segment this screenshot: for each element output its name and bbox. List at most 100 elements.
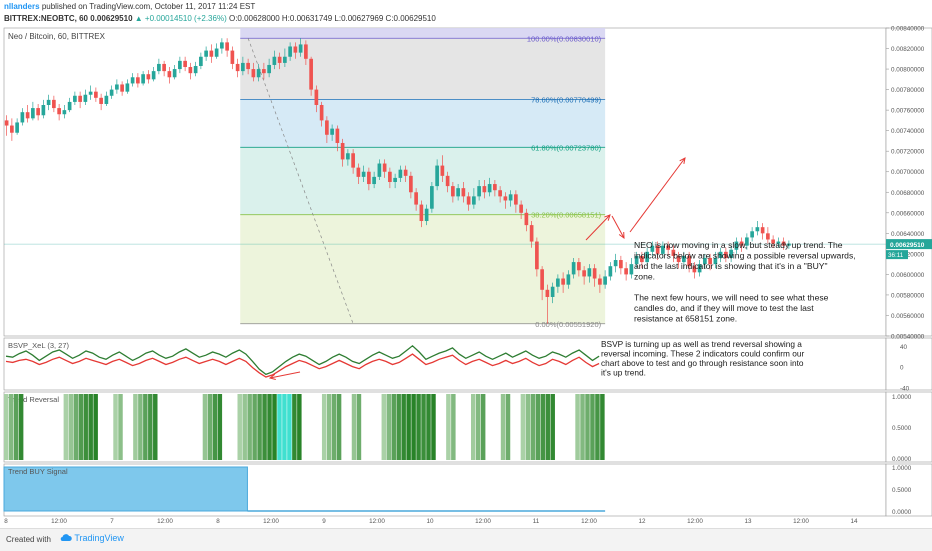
candle-body xyxy=(430,186,434,209)
candle-body xyxy=(241,62,245,72)
x-tick-label: 7 xyxy=(110,518,114,525)
candle-body xyxy=(193,65,198,74)
reversal-strip xyxy=(282,394,287,460)
candle-body xyxy=(199,56,203,66)
reversal-strip xyxy=(217,394,223,460)
candle-body xyxy=(771,239,775,244)
candle-body xyxy=(183,60,187,68)
price-change: ▲ +0.00014510 (+2.36%) xyxy=(134,14,227,23)
candle-body xyxy=(629,264,634,275)
candle-body xyxy=(440,165,445,176)
reversal-strip xyxy=(401,394,406,460)
chart-area[interactable]: 100.00%(0.00830010) 78.60%(0.00770499) 61.… xyxy=(0,0,932,528)
fib-label: 78.60%(0.00770499) xyxy=(531,95,602,104)
countdown-label: 36:11 xyxy=(888,252,904,259)
candle-body xyxy=(188,67,193,74)
reversal-strip xyxy=(118,394,123,460)
candle-body xyxy=(204,50,208,57)
candle-body xyxy=(739,241,744,246)
reversal-strip xyxy=(580,394,585,460)
reversal-strip xyxy=(356,394,362,460)
reversal-strip xyxy=(480,394,486,460)
candle-body xyxy=(319,105,324,121)
fib-zone xyxy=(240,147,606,215)
candle-body xyxy=(435,165,439,187)
candle-body xyxy=(298,44,303,53)
reversal-strip xyxy=(252,394,257,460)
reversal-strip xyxy=(416,394,421,460)
reversal-strip xyxy=(351,394,357,460)
arrow-down-small xyxy=(611,215,625,239)
reversal-strip xyxy=(242,394,247,460)
reversal-strip xyxy=(93,394,98,460)
candle-body xyxy=(283,56,287,63)
bsvp-annotation: reversal incoming. These 2 indicators co… xyxy=(601,349,804,359)
candle-body xyxy=(288,46,292,57)
bsvp-series-2 xyxy=(5,353,600,378)
candle-body xyxy=(36,108,40,116)
candle-body xyxy=(325,120,329,135)
reversal-y-tick: 0.5000 xyxy=(892,425,912,432)
x-tick-label: 11 xyxy=(533,518,540,525)
x-tick-label: 12:00 xyxy=(51,518,67,525)
tradingview-logo[interactable]: TradingView xyxy=(60,533,124,543)
candle-body xyxy=(151,71,156,80)
candle-body xyxy=(94,91,98,98)
candle-body xyxy=(31,108,35,119)
x-tick-label: 10 xyxy=(426,518,434,525)
candle-body xyxy=(592,268,597,279)
reversal-strip xyxy=(133,394,138,460)
footer-bar: Created with TradingView xyxy=(0,528,932,551)
y-tick-label: 0.00640000 xyxy=(891,231,925,238)
candle-body xyxy=(109,89,114,96)
candle-body xyxy=(466,196,471,205)
reversal-strip xyxy=(530,394,536,460)
reversal-strip xyxy=(4,394,9,460)
reversal-strip xyxy=(411,394,416,460)
arrow-up-small-head xyxy=(604,214,611,221)
candle-body xyxy=(760,227,765,234)
reversal-strip xyxy=(451,394,456,460)
candle-body xyxy=(624,268,628,275)
reversal-strip xyxy=(535,394,541,460)
fib-zone xyxy=(240,99,606,148)
reversal-strip xyxy=(153,394,158,460)
reversal-strip xyxy=(277,394,282,460)
reversal-strip xyxy=(326,394,332,460)
reversal-strip xyxy=(138,394,143,460)
fib-label: 38.20%(0.00658151) xyxy=(531,211,602,220)
candle-body xyxy=(445,175,450,187)
author-link[interactable]: nllanders xyxy=(4,2,40,11)
y-tick-label: 0.00840000 xyxy=(891,26,925,33)
candle-body xyxy=(246,62,250,70)
reversal-strip xyxy=(13,394,19,460)
reversal-strip xyxy=(202,394,208,460)
reversal-strip xyxy=(292,394,297,460)
buy-y-tick: 0.0000 xyxy=(892,509,912,516)
candle-body xyxy=(57,108,61,115)
candle-body xyxy=(634,255,639,265)
reversal-strip xyxy=(78,394,83,460)
candle-body xyxy=(272,56,277,65)
candle-body xyxy=(776,241,781,244)
candle-body xyxy=(41,105,46,116)
x-tick-label: 12:00 xyxy=(157,518,173,525)
candle-body xyxy=(745,237,749,246)
candle-body xyxy=(99,97,103,104)
candle-body xyxy=(535,241,539,270)
candle-body xyxy=(508,194,513,201)
pane-1-price-axis xyxy=(885,27,932,337)
candle-body xyxy=(46,99,51,105)
y-tick-label: 0.00820000 xyxy=(891,46,925,53)
reversal-strip xyxy=(575,394,580,460)
created-with-label: Created with xyxy=(6,535,51,544)
candle-body xyxy=(20,112,25,123)
candle-body xyxy=(781,241,786,246)
candle-body xyxy=(130,77,135,84)
candle-body xyxy=(73,95,77,102)
bsvp-arrow xyxy=(269,371,301,379)
reversal-strip xyxy=(525,394,531,460)
candle-body xyxy=(162,63,166,72)
candle-body xyxy=(230,50,235,64)
bsvp-series-1 xyxy=(5,344,600,376)
